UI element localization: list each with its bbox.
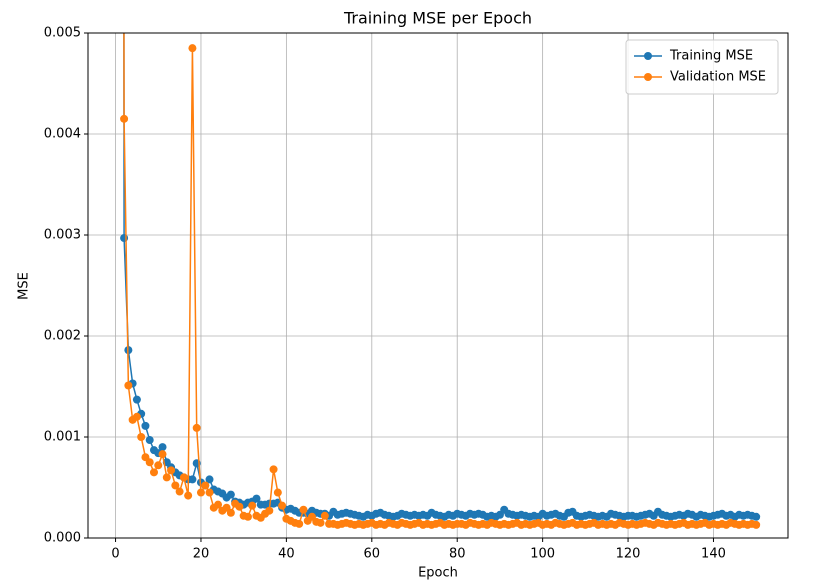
data-point — [278, 501, 287, 510]
data-point — [158, 443, 167, 452]
data-point — [132, 395, 141, 404]
data-point — [120, 234, 129, 243]
data-point — [320, 511, 329, 520]
plot-area — [120, 33, 761, 529]
data-point — [184, 491, 193, 500]
data-point — [120, 114, 129, 123]
data-point — [248, 501, 257, 510]
x-tick-label: 140 — [701, 547, 726, 562]
legend: Training MSE Validation MSE — [625, 39, 779, 95]
data-point — [175, 487, 184, 496]
data-point — [226, 508, 235, 517]
data-point — [273, 488, 282, 497]
data-point — [145, 458, 154, 467]
legend-marker — [644, 52, 652, 60]
data-point — [154, 461, 163, 470]
data-point — [752, 512, 761, 521]
data-point — [196, 488, 205, 497]
data-point — [316, 518, 325, 527]
data-point — [214, 500, 223, 509]
data-point — [269, 465, 278, 474]
data-point — [162, 473, 171, 482]
data-point — [226, 490, 235, 499]
data-point — [179, 473, 188, 482]
x-tick-label: 20 — [193, 547, 210, 562]
data-point — [141, 421, 150, 430]
data-point — [158, 450, 167, 459]
data-point — [145, 436, 154, 445]
y-tick-label: 0.003 — [44, 228, 81, 243]
y-tick-label: 0.001 — [44, 430, 81, 445]
x-tick-label: 100 — [530, 547, 555, 562]
legend-marker — [644, 73, 652, 81]
axes-frame — [87, 32, 789, 539]
legend-box — [625, 39, 779, 95]
data-point — [205, 488, 214, 497]
x-tick-label: 60 — [364, 547, 381, 562]
y-tick-label: 0.002 — [44, 329, 81, 344]
y-tick-label: 0.000 — [44, 531, 81, 546]
legend-label: Validation MSE — [670, 70, 766, 85]
y-tick-label: 0.005 — [44, 26, 81, 41]
x-tick-label: 80 — [449, 547, 466, 562]
x-tick-label: 120 — [616, 547, 641, 562]
data-point — [752, 520, 761, 529]
x-tick-label: 40 — [278, 547, 295, 562]
legend-label: Training MSE — [669, 49, 753, 64]
x-axis-label: Epoch — [418, 566, 458, 581]
data-point — [299, 505, 308, 514]
data-point — [124, 381, 133, 390]
data-point — [265, 506, 274, 515]
data-point — [132, 412, 141, 421]
y-axis-label: MSE — [17, 272, 32, 300]
data-point — [205, 475, 214, 484]
data-point — [235, 502, 244, 511]
data-point — [167, 466, 176, 475]
y-tick-label: 0.004 — [44, 127, 81, 142]
data-point — [201, 481, 210, 490]
data-point — [192, 423, 201, 432]
data-point — [171, 481, 180, 490]
data-point — [252, 494, 261, 503]
x-tick-label: 0 — [111, 547, 119, 562]
ticks: 0 20 40 60 80 100 120 140 0.000 0.001 0.002 0.003 0.… — [44, 26, 726, 562]
chart-title: Training MSE per Epoch — [343, 9, 532, 28]
data-point — [137, 433, 146, 441]
data-point — [188, 44, 197, 53]
data-point — [149, 468, 158, 477]
data-point — [295, 519, 304, 528]
data-point — [188, 475, 197, 484]
data-point — [243, 512, 252, 521]
